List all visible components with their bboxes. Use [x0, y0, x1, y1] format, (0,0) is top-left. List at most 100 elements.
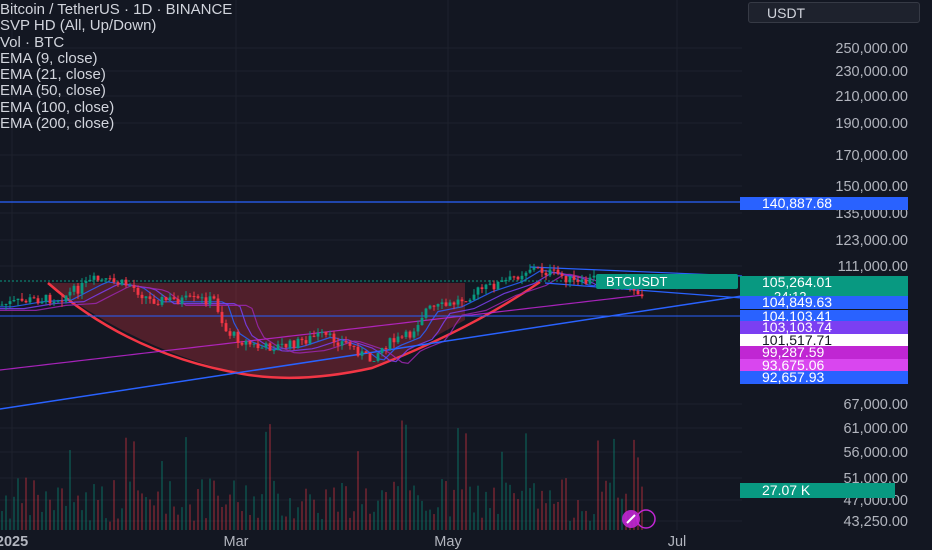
volume-bar: [461, 489, 463, 530]
candle: [148, 296, 152, 299]
volume-bar: [369, 513, 371, 530]
volume-bar: [37, 494, 39, 530]
candle: [64, 295, 68, 302]
price-labels: 140,887.68105,264.0134:12104,849.63104,1…: [740, 195, 908, 498]
indicator-ema-100[interactable]: EMA (100, close): [0, 98, 115, 116]
candle: [180, 297, 184, 304]
candle: [300, 338, 304, 341]
candle: [268, 343, 272, 351]
volume-bar: [397, 486, 399, 530]
candle: [216, 298, 220, 312]
price-axis[interactable]: 250,000.00 230,000.00 210,000.00 190,000.00…: [835, 41, 908, 530]
volume-bar: [613, 438, 615, 530]
candle: [84, 281, 88, 283]
candle: [28, 297, 32, 303]
price-tick-label: 170,000.00: [835, 148, 908, 164]
candle: [492, 283, 496, 290]
volume-bar: [265, 431, 267, 530]
volume-bar: [313, 499, 315, 530]
volume-bar: [573, 517, 575, 530]
volume-bar: [57, 487, 59, 530]
candle: [524, 272, 528, 276]
volume-bar: [505, 482, 507, 530]
volume-bar: [97, 500, 99, 530]
volume-bar: [421, 500, 423, 530]
currency-selector[interactable]: USDT: [748, 2, 920, 23]
volume-bar: [321, 518, 323, 530]
candle: [140, 294, 144, 299]
time-tick-label: 2025: [0, 534, 28, 550]
price-tick-label: 43,250.00: [843, 514, 908, 530]
candle: [364, 351, 368, 353]
volume-bar: [525, 433, 527, 530]
candle: [88, 279, 92, 282]
candle: [372, 360, 376, 362]
volume-bar: [73, 502, 75, 530]
candle: [108, 278, 112, 280]
candle: [228, 331, 232, 336]
volume-bar: [157, 491, 159, 530]
volume-bar: [217, 495, 219, 530]
candle: [532, 267, 536, 270]
candle: [344, 341, 348, 343]
volume-bar: [113, 480, 115, 530]
volume-bar: [361, 504, 363, 530]
volume-bar: [365, 488, 367, 530]
candle: [500, 280, 504, 282]
candle: [352, 345, 356, 347]
volume-bar: [285, 516, 287, 530]
volume-bar: [469, 486, 471, 530]
volume-bar: [137, 490, 139, 530]
volume-bar: [577, 500, 579, 530]
candle: [332, 333, 336, 343]
candle: [92, 275, 96, 280]
candle: [448, 302, 452, 306]
time-tick-label: Jul: [668, 534, 687, 550]
candle: [376, 353, 380, 361]
volume-bar: [201, 479, 203, 530]
volume-label-bg: [740, 483, 895, 498]
candle: [224, 323, 228, 332]
volume-bar: [325, 489, 327, 530]
candle: [80, 282, 84, 294]
candle: [4, 304, 8, 306]
candle: [592, 275, 596, 278]
volume-bar: [541, 490, 543, 530]
volume-bar: [13, 496, 15, 530]
chart-title[interactable]: Bitcoin / TetherUS · 1D · BINANCE: [0, 1, 233, 18]
volume-bar: [69, 449, 71, 530]
volume-bar: [401, 420, 403, 530]
indicator-ema-50[interactable]: EMA (50, close): [0, 82, 106, 100]
candle: [476, 287, 480, 295]
candle: [296, 338, 300, 349]
indicator-svp[interactable]: SVP HD (All, Up/Down): [0, 17, 157, 35]
volume-bar: [417, 495, 419, 530]
time-axis[interactable]: 2025 Mar May Jul: [0, 534, 686, 550]
volume-bar: [449, 516, 451, 530]
candle: [220, 311, 224, 324]
candle: [488, 283, 492, 285]
volume-bar: [357, 451, 359, 530]
volume-bar: [473, 512, 475, 530]
logo-icon: [622, 509, 656, 529]
indicator-ema-9[interactable]: EMA (9, close): [0, 49, 98, 67]
symbol-tag: BTCUSDT: [596, 274, 738, 289]
candle: [400, 336, 404, 338]
volume-bar: [241, 511, 243, 530]
volume-bar: [637, 457, 639, 530]
volume-bar: [233, 480, 235, 530]
candle: [440, 302, 444, 305]
indicator-ema-21[interactable]: EMA (21, close): [0, 66, 106, 84]
price-label-bg: [740, 321, 908, 334]
price-tick-label: 61,000.00: [843, 421, 908, 437]
volume-bar: [549, 490, 551, 530]
candle: [32, 297, 36, 299]
indicator-ema-200[interactable]: EMA (200, close): [0, 115, 115, 133]
indicator-volume[interactable]: Vol · BTC: [0, 33, 65, 51]
candle: [428, 305, 432, 309]
volume-label-text: 27.07 K: [762, 482, 811, 498]
candle: [416, 325, 420, 332]
trend-lines: [0, 201, 743, 410]
volume-bar: [565, 478, 567, 530]
